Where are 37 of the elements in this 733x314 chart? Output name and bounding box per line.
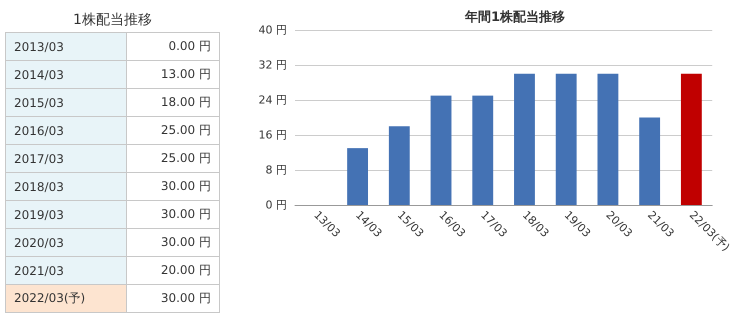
bar bbox=[514, 74, 535, 205]
y-tick-label: 8 円 bbox=[266, 164, 287, 176]
y-tick-label: 0 円 bbox=[266, 198, 287, 212]
category-label: 2022/03(予) bbox=[6, 284, 127, 312]
category-label: 2014/03 bbox=[6, 60, 127, 88]
bar bbox=[597, 74, 618, 205]
data-label: 30.00 円 bbox=[126, 200, 220, 228]
category-label: 2021/03 bbox=[6, 256, 127, 284]
bar bbox=[388, 126, 410, 205]
data-label: 25.00 円 bbox=[126, 144, 220, 172]
y-tick-label: 24 円 bbox=[258, 94, 287, 106]
data-label: 30.00 円 bbox=[126, 284, 220, 312]
category-label: 2018/03 bbox=[6, 172, 127, 200]
data-label: 18.00 円 bbox=[126, 88, 220, 116]
bar bbox=[472, 96, 494, 205]
data-label: 13.00 円 bbox=[126, 60, 220, 88]
category-label: 2017/03 bbox=[6, 144, 127, 172]
category-label: 2016/03 bbox=[6, 116, 127, 144]
y-tick-label: 16 円 bbox=[258, 128, 287, 142]
bar bbox=[556, 74, 577, 205]
data-label: 0.00 円 bbox=[126, 32, 220, 60]
bar bbox=[347, 148, 368, 205]
category-label: 2019/03 bbox=[6, 200, 127, 228]
y-tick-label: 40 円 bbox=[258, 24, 287, 36]
bar bbox=[639, 118, 660, 205]
y-tick-label: 32 円 bbox=[258, 58, 287, 72]
category-label: 2013/03 bbox=[6, 32, 127, 60]
bar bbox=[430, 96, 452, 205]
bar bbox=[680, 74, 702, 205]
data-label: 30.00 円 bbox=[126, 228, 220, 256]
chart-title: 年間1株配当推移 bbox=[464, 10, 566, 25]
data-label: 25.00 円 bbox=[126, 116, 220, 144]
data-label: 20.00 円 bbox=[126, 256, 220, 284]
category-label: 2020/03 bbox=[6, 228, 127, 256]
data-label: 30.00 円 bbox=[126, 172, 220, 200]
category-label: 2015/03 bbox=[6, 88, 127, 116]
text: 1株配当推移 bbox=[72, 11, 153, 30]
